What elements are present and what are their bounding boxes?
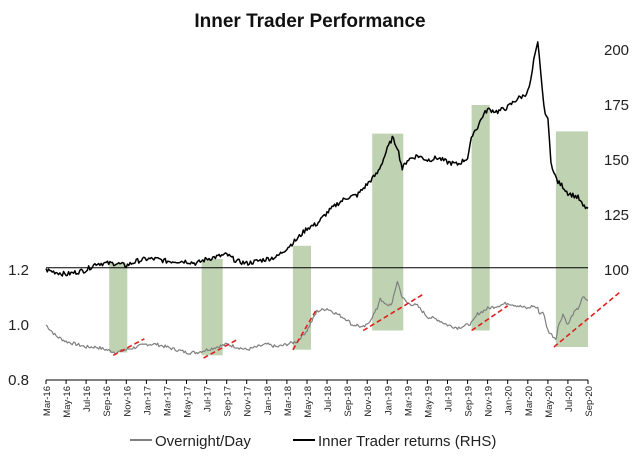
x-axis-tick-label: Sep-17: [223, 386, 234, 417]
right-axis-tick-label: 200: [604, 42, 629, 59]
x-axis-tick-label: Nov-17: [243, 386, 254, 417]
series-inner-trader-returns-line: [45, 41, 589, 277]
shaded-period-1: [109, 263, 128, 353]
x-axis-tick-label: May-18: [303, 386, 314, 418]
legend-label-inner-trader-returns: Inner Trader returns (RHS): [318, 433, 496, 450]
right-axis-tick-label: 100: [604, 262, 629, 279]
x-axis-tick-label: Jul-17: [203, 386, 214, 412]
right-axis-tick-label: 175: [604, 97, 629, 114]
x-axis-tick-label: Mar-16: [42, 386, 53, 416]
x-axis-tick-label: Jul-20: [564, 386, 575, 412]
trend-annotation-6: [553, 291, 621, 348]
right-axis: 100 125 150 175 200: [604, 42, 629, 279]
x-axis-tick-label: Jan-20: [504, 386, 515, 415]
x-axis: Mar-16 May-16 Jul-16 Sep-16 Nov-16 Jan-17 Mar-…: [42, 379, 595, 418]
trend-annotations: [112, 291, 621, 359]
left-axis-tick-label: 1.2: [8, 262, 29, 279]
legend: Overnight/Day Inner Trader returns (RHS): [130, 433, 496, 450]
series-overnight-day-line: [45, 280, 589, 355]
right-axis-tick-label: 150: [604, 152, 629, 169]
x-axis-tick-label: Mar-20: [524, 386, 535, 416]
trend-annotation-1: [112, 338, 145, 357]
x-axis-tick-label: Nov-19: [484, 386, 495, 417]
trend-annotation-4: [362, 294, 423, 332]
x-axis-tick-label: Sep-19: [464, 386, 475, 417]
x-axis-tick-label: Mar-17: [162, 386, 173, 416]
trend-annotation-2: [203, 338, 240, 359]
x-axis-tick-label: Sep-16: [102, 386, 113, 417]
x-axis-tick-label: May-17: [183, 386, 194, 418]
x-axis-tick-label: Sep-18: [343, 386, 354, 417]
trend-annotation-5: [471, 305, 509, 332]
shaded-period-3: [292, 245, 311, 350]
x-axis-tick-label: Mar-19: [403, 386, 414, 416]
x-axis-tick-label: Jan-17: [142, 386, 153, 415]
x-axis-tick-label: Jul-18: [323, 386, 334, 412]
x-axis-tick-label: Nov-18: [363, 386, 374, 417]
shaded-period-2: [201, 259, 223, 356]
shaded-period-4: [372, 133, 404, 331]
x-axis-tick-label: Mar-18: [283, 386, 294, 416]
left-axis-tick-label: 0.8: [8, 372, 29, 389]
series-lines: [45, 41, 589, 355]
x-axis-tick-label: Sep-20: [584, 386, 595, 417]
x-axis-tick-label: Jul-19: [444, 386, 455, 412]
x-axis-tick-label: May-20: [544, 386, 555, 418]
left-axis: 0.8 1.0 1.2: [8, 262, 29, 389]
x-axis-tick-label: Nov-16: [122, 386, 133, 417]
left-axis-tick-label: 1.0: [8, 317, 29, 334]
x-axis-tick-label: May-19: [423, 386, 434, 418]
x-axis-tick-label: Jan-19: [383, 386, 394, 415]
shaded-periods: [109, 105, 588, 356]
x-axis-tick-label: Jul-16: [82, 386, 93, 412]
legend-label-overnight-day: Overnight/Day: [155, 433, 251, 450]
x-axis-tick-label: May-16: [62, 386, 73, 418]
x-axis-tick-label: Jan-18: [263, 386, 274, 415]
chart-title: Inner Trader Performance: [194, 11, 425, 32]
right-axis-tick-label: 125: [604, 207, 629, 224]
shaded-period-5: [471, 105, 490, 331]
shaded-period-6: [555, 131, 588, 347]
